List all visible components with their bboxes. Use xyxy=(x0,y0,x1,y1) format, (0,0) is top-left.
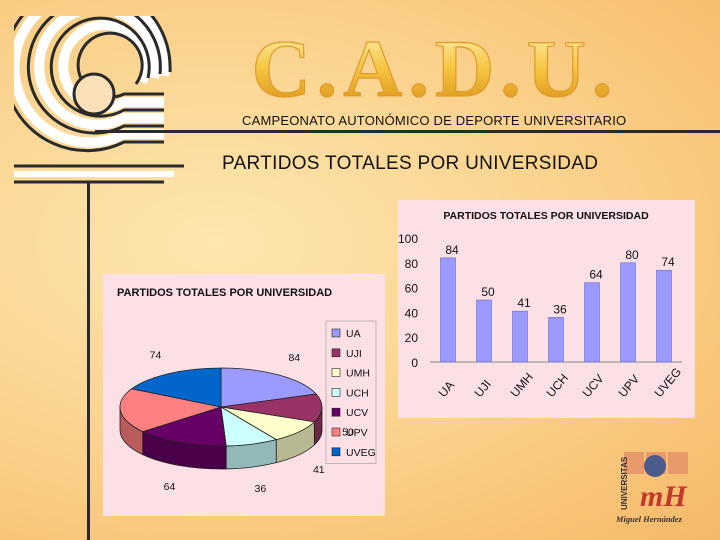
bar-chart: PARTIDOS TOTALES POR UNIVERSIDAD 0 20 40 60… xyxy=(398,210,685,400)
subtitle-divider xyxy=(95,130,720,133)
brand-title-text: C.A.D.U. xyxy=(255,23,615,108)
legend-label: UA xyxy=(346,328,361,340)
legend-swatch-upv xyxy=(331,427,341,437)
bar-ua xyxy=(440,257,456,363)
section-title: PARTIDOS TOTALES POR UNIVERSIDAD xyxy=(222,153,599,174)
pie-slice-ua xyxy=(220,367,318,408)
y-tick-label: 60 xyxy=(405,282,419,296)
x-tick-label: UJI xyxy=(472,377,494,400)
bar-value-label: 74 xyxy=(661,255,675,269)
brand-title: C.A.D.U. xyxy=(255,22,615,108)
y-tick-label: 100 xyxy=(398,232,418,246)
bar-uji xyxy=(476,299,492,363)
bar-value-label: 41 xyxy=(517,296,531,310)
y-tick-label: 40 xyxy=(405,306,419,320)
logo-vertical-text: UNIVERSITAS xyxy=(620,456,629,510)
cadu-emblem-icon xyxy=(14,16,184,184)
legend-label: UCV xyxy=(346,407,368,419)
x-tick-label: UPV xyxy=(616,372,643,400)
logo-mh-mark: mH xyxy=(640,480,688,513)
legend-label: UPV xyxy=(346,427,368,439)
pie-slice-uji xyxy=(220,393,323,423)
bar-upv xyxy=(620,262,636,363)
legend-box xyxy=(325,320,377,464)
pie-value-label: 84 xyxy=(288,352,300,364)
logo-name: Miguel Hernández xyxy=(615,514,683,524)
legend-label: UJI xyxy=(346,348,362,360)
pie-value-label: 36 xyxy=(254,483,266,495)
pie-chart-title: PARTIDOS TOTALES POR UNIVERSIDAD xyxy=(117,287,332,299)
x-tick-label: UCH xyxy=(544,371,571,400)
pie-slice-uveg xyxy=(130,367,222,408)
bar-chart-title: PARTIDOS TOTALES POR UNIVERSIDAD xyxy=(443,210,649,222)
bar-value-label: 84 xyxy=(445,243,459,257)
x-tick-label: UCV xyxy=(580,372,607,400)
bar-value-label: 64 xyxy=(589,268,603,282)
pie-value-label: 64 xyxy=(164,481,176,493)
legend-swatch-ua xyxy=(331,328,341,338)
pie-chart-panel: PARTIDOS TOTALES POR UNIVERSIDAD 84 50 41 3… xyxy=(89,274,385,516)
vertical-divider xyxy=(87,182,90,540)
x-tick-label: UA xyxy=(436,378,457,400)
legend-swatch-uveg xyxy=(331,447,341,457)
legend-label: UCH xyxy=(346,387,369,399)
y-tick-label: 0 xyxy=(411,356,418,370)
legend-swatch-uji xyxy=(331,348,341,358)
bar-chart-panel: PARTIDOS TOTALES POR UNIVERSIDAD 0 20 40 60… xyxy=(398,200,695,418)
subtitle: CAMPEONATO AUTONÓMICO DE DEPORTE UNIVERS… xyxy=(242,113,627,128)
pie-slice-upv xyxy=(119,388,223,433)
pie-value-label: 74 xyxy=(150,350,162,362)
legend-swatch-ucv xyxy=(331,407,341,417)
legend-label: UMH xyxy=(346,368,370,380)
legend-swatch-umh xyxy=(331,368,341,377)
logo-globe-icon xyxy=(644,455,666,477)
bar-uveg xyxy=(656,269,672,363)
bar-umh xyxy=(512,310,528,363)
y-tick-label: 80 xyxy=(405,257,419,271)
bar-ucv xyxy=(584,282,600,363)
logo-block-icon xyxy=(624,452,644,474)
legend-swatch-uch xyxy=(331,388,341,397)
x-tick-label: UMH xyxy=(508,370,536,400)
pie-value-label: 50 xyxy=(342,427,354,439)
bar-value-label: 80 xyxy=(625,248,639,262)
pie-slice-ucv xyxy=(141,406,227,447)
pie-value-label: 41 xyxy=(313,464,325,476)
x-tick-label: UVEG xyxy=(652,365,685,400)
university-logo: UNIVERSITAS mH Miguel Hernández xyxy=(615,452,688,524)
y-tick-label: 20 xyxy=(405,331,419,345)
legend-label: UVEG xyxy=(346,447,376,459)
bar-value-label: 36 xyxy=(553,302,567,316)
pie-chart: PARTIDOS TOTALES POR UNIVERSIDAD 84 50 41 3… xyxy=(89,287,377,495)
bar-uch xyxy=(548,317,564,363)
bar-value-label: 50 xyxy=(481,285,495,299)
